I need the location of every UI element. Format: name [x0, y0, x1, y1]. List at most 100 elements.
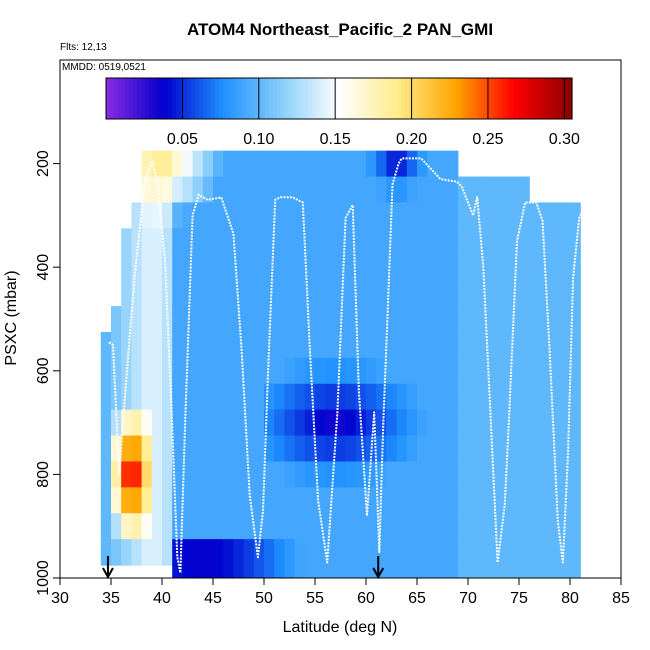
heatmap-cell	[437, 228, 449, 255]
heatmap-cell	[192, 254, 204, 281]
heatmap-cell	[182, 565, 194, 578]
heatmap-cell	[315, 306, 326, 333]
heatmap-cell	[478, 513, 489, 540]
heatmap-cell	[345, 306, 357, 333]
heatmap-cell	[376, 331, 387, 359]
heatmap-cell	[284, 409, 296, 437]
colorbar-segment	[183, 78, 189, 119]
heatmap-cell	[417, 513, 428, 540]
colorbar-segment	[354, 78, 360, 119]
heatmap-cell	[192, 487, 204, 514]
heatmap-cell	[172, 150, 183, 178]
heatmap-cell	[366, 357, 377, 385]
heatmap-cell	[325, 487, 336, 514]
heatmap-cell	[549, 409, 561, 437]
colorbar-segment	[307, 78, 313, 119]
heatmap-cell	[570, 280, 581, 307]
heatmap-cell	[264, 383, 275, 411]
heatmap-cell	[406, 435, 418, 463]
heatmap-cell	[284, 487, 296, 514]
heatmap-cell	[192, 513, 204, 540]
x-tick-label: 60	[357, 590, 375, 607]
heatmap-cell	[294, 306, 306, 333]
heatmap-cell	[427, 539, 438, 566]
y-axis-label: PSXC (mbar)	[3, 270, 20, 365]
heatmap-cell	[141, 513, 153, 540]
heatmap-cell	[396, 280, 408, 307]
heatmap-cell	[498, 254, 510, 281]
colorbar-segment	[117, 78, 123, 119]
heatmap-cell	[294, 357, 306, 385]
heatmap-cell	[519, 435, 530, 463]
heatmap-cell	[172, 357, 183, 385]
heatmap-cell	[437, 487, 449, 514]
heatmap-cell	[284, 176, 296, 204]
colorbar-segment	[148, 78, 154, 119]
heatmap-cell	[294, 461, 306, 488]
heatmap-cell	[253, 331, 265, 359]
heatmap-cell	[559, 254, 571, 281]
heatmap-cell	[294, 331, 306, 359]
arrows	[102, 556, 385, 580]
heatmap-cell	[406, 254, 418, 281]
heatmap-cell	[529, 435, 540, 463]
heatmap-cell	[427, 176, 438, 204]
heatmap-cell	[366, 202, 377, 229]
heatmap-cell	[131, 409, 143, 437]
heatmap-cell	[325, 383, 336, 411]
heatmap-cell	[366, 383, 377, 411]
heatmap-cell	[223, 461, 234, 488]
heatmap-cell	[519, 202, 530, 229]
colorbar-segment	[245, 78, 251, 119]
heatmap-cell	[223, 539, 234, 566]
heatmap-cell	[233, 513, 245, 540]
heatmap-cell	[570, 565, 581, 578]
heatmap-cell	[406, 461, 418, 488]
heatmap-cell	[284, 254, 296, 281]
heatmap-cell	[355, 150, 367, 178]
heatmap-cell	[202, 565, 214, 578]
heatmap-cell	[294, 383, 306, 411]
heatmap-cell	[274, 487, 285, 514]
heatmap-cell	[468, 461, 479, 488]
heatmap-cell	[335, 461, 347, 488]
heatmap-cell	[498, 280, 510, 307]
colorbar-segment	[249, 78, 255, 119]
heatmap-cell	[151, 409, 163, 437]
heatmap-cell	[233, 565, 245, 578]
heatmap-cell	[478, 409, 489, 437]
heatmap-cell	[223, 513, 234, 540]
heatmap-cell	[264, 331, 275, 359]
heatmap-cell	[100, 331, 112, 359]
heatmap-cell	[488, 435, 500, 463]
heatmap-cell	[417, 487, 428, 514]
heatmap-cell	[294, 487, 306, 514]
heatmap-cell	[570, 487, 581, 514]
heatmap-cell	[162, 254, 173, 281]
heatmap-cell	[243, 280, 255, 307]
heatmap-cell	[243, 409, 255, 437]
heatmap-cell	[529, 228, 540, 255]
heatmap-cell	[396, 383, 408, 411]
heatmap-cell	[131, 280, 143, 307]
heatmap-cell	[376, 409, 387, 437]
heatmap-cell	[396, 331, 408, 359]
heatmap-cell	[529, 331, 540, 359]
heatmap-cell	[264, 280, 275, 307]
heatmap-cell	[355, 357, 367, 385]
heatmap-cell	[355, 331, 367, 359]
heatmap-cell	[253, 383, 265, 411]
flight-track-line	[108, 157, 590, 574]
heatmap-cell	[172, 176, 183, 204]
heatmap-cell	[366, 306, 377, 333]
heatmap-cell	[345, 150, 357, 178]
heatmap-cell	[386, 331, 398, 359]
heatmap-cell	[345, 228, 357, 255]
heatmap-cell	[488, 513, 500, 540]
heatmap-cell	[437, 202, 449, 229]
heatmap-cell	[366, 435, 377, 463]
heatmap-cell	[468, 357, 479, 385]
heatmap-cell	[151, 176, 163, 204]
heatmap-cell	[376, 306, 387, 333]
heatmap-cell	[457, 280, 469, 307]
